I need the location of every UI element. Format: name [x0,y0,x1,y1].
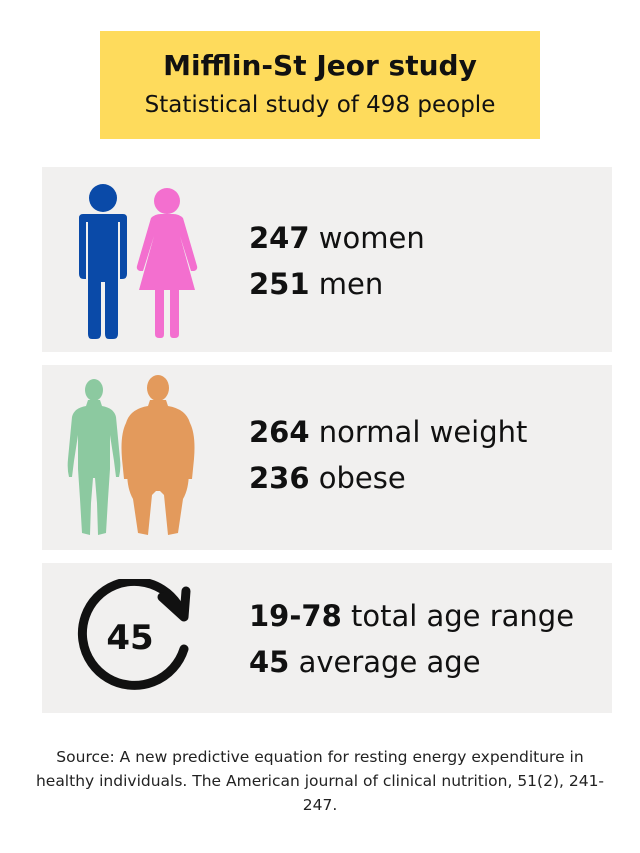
age-card: 45 19-78 total age range 45 average age [42,563,612,713]
age-cycle-icon: 45 [77,579,191,690]
weight-card: 264 normal weight 236 obese [42,365,612,550]
normal-weight-label: normal weight [309,415,528,449]
weight-stats: 264 normal weight 236 obese [249,409,527,501]
women-label: women [309,221,425,255]
men-count-line: 251 men [249,261,425,307]
age-icon-number: 45 [106,618,153,658]
age-range-line: 19-78 total age range [249,593,574,639]
gender-card: 247 women 251 men [42,167,612,352]
title-banner: Mifflin-St Jeor study Statistical study … [100,31,540,139]
age-range-label: total age range [341,599,575,633]
page-subtitle: Statistical study of 498 people [144,92,496,118]
obese-count: 236 [249,461,310,495]
gender-stats: 247 women 251 men [249,215,425,307]
man-woman-icon [79,184,198,339]
source-citation: Source: A new predictive equation for re… [35,748,605,814]
age-stats: 19-78 total age range 45 average age [249,593,574,685]
women-count: 247 [249,221,310,255]
average-age-value: 45 [249,645,290,679]
obese-line: 236 obese [249,455,527,501]
normal-obese-body-icon [67,375,195,535]
age-range-value: 19-78 [249,599,342,633]
women-count-line: 247 women [249,215,425,261]
page-title: Mifflin-St Jeor study [163,49,477,82]
average-age-label: average age [289,645,481,679]
men-count: 251 [249,267,310,301]
men-label: men [309,267,384,301]
normal-weight-line: 264 normal weight [249,409,527,455]
normal-weight-count: 264 [249,415,310,449]
average-age-line: 45 average age [249,639,574,685]
obese-label: obese [309,461,406,495]
